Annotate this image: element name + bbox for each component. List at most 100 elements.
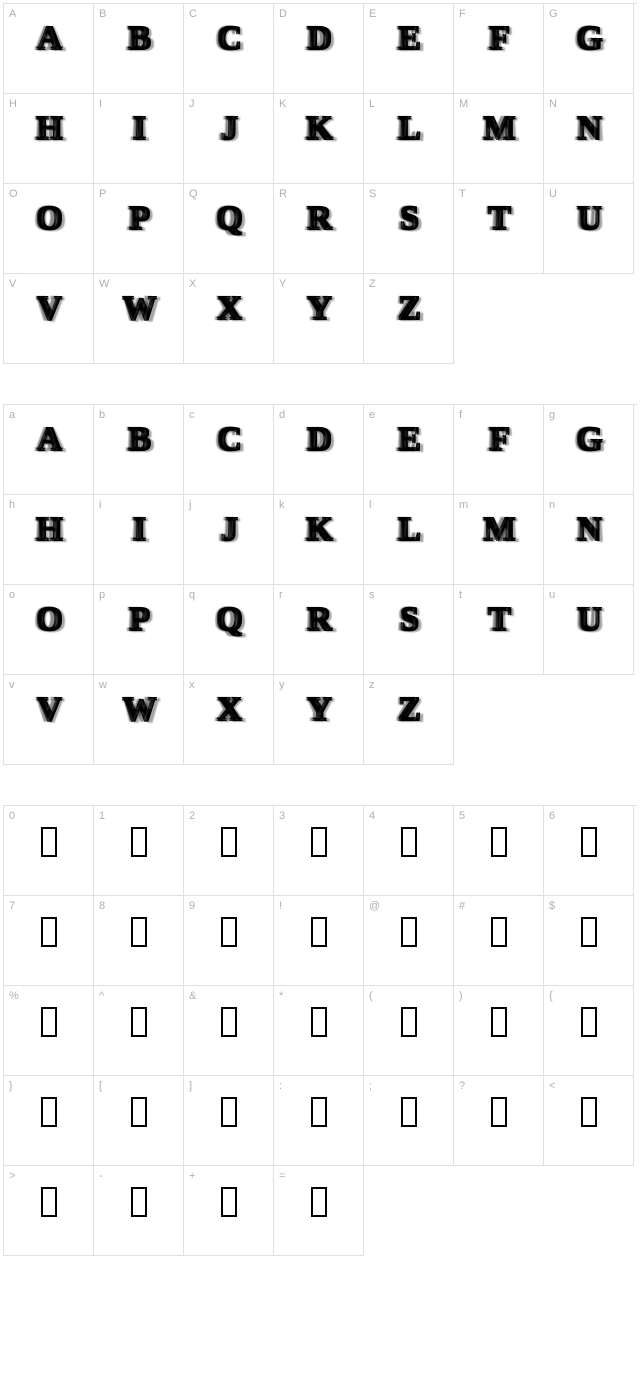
glyph-cell[interactable]: nN xyxy=(544,495,634,585)
glyph-cell[interactable]: = xyxy=(274,1166,364,1256)
glyph-char: H xyxy=(36,112,60,146)
glyph-cell[interactable]: uU xyxy=(544,585,634,675)
glyph-cell[interactable]: YY xyxy=(274,274,364,364)
glyph-cell[interactable]: 0 xyxy=(4,806,94,896)
glyph-cell[interactable]: QQ xyxy=(184,184,274,274)
glyph-char: T xyxy=(488,603,509,637)
glyph-cell[interactable]: % xyxy=(4,986,94,1076)
glyph-cell[interactable]: mM xyxy=(454,495,544,585)
glyph-cell[interactable]: { xyxy=(544,986,634,1076)
cell-label: { xyxy=(549,990,553,1002)
glyph-cell[interactable]: fF xyxy=(454,405,544,495)
glyph-cell[interactable]: cC xyxy=(184,405,274,495)
glyph-cell[interactable]: OO xyxy=(4,184,94,274)
glyph-cell[interactable]: tT xyxy=(454,585,544,675)
cell-label: R xyxy=(279,188,287,200)
glyph-cell[interactable]: ZZ xyxy=(364,274,454,364)
glyph-char: I xyxy=(133,513,144,547)
glyph-cell[interactable]: wW xyxy=(94,675,184,765)
glyph-cell[interactable]: AA xyxy=(4,4,94,94)
glyph-cell[interactable]: NN xyxy=(544,94,634,184)
glyph-cell[interactable]: TT xyxy=(454,184,544,274)
glyph-cell[interactable]: # xyxy=(454,896,544,986)
cell-label: 1 xyxy=(99,810,105,822)
glyph-cell[interactable]: pP xyxy=(94,585,184,675)
glyph-cell[interactable]: $ xyxy=(544,896,634,986)
glyph-cell[interactable]: : xyxy=(274,1076,364,1166)
glyph-cell[interactable]: 3 xyxy=(274,806,364,896)
glyph-cell[interactable]: zZ xyxy=(364,675,454,765)
glyph-cell[interactable]: < xyxy=(544,1076,634,1166)
glyph-cell[interactable]: CC xyxy=(184,4,274,94)
glyph-cell[interactable]: LL xyxy=(364,94,454,184)
glyph-cell[interactable]: BB xyxy=(94,4,184,94)
glyph-cell[interactable]: eE xyxy=(364,405,454,495)
glyph-cell[interactable]: KK xyxy=(274,94,364,184)
glyph-cell[interactable]: 5 xyxy=(454,806,544,896)
glyph-char: W xyxy=(123,292,155,326)
glyph-cell[interactable]: gG xyxy=(544,405,634,495)
cell-label: m xyxy=(459,499,468,511)
glyph-cell[interactable]: [ xyxy=(94,1076,184,1166)
glyph-cell[interactable]: ( xyxy=(364,986,454,1076)
glyph-cell[interactable]: GG xyxy=(544,4,634,94)
glyph-cell[interactable]: vV xyxy=(4,675,94,765)
glyph-cell[interactable]: FF xyxy=(454,4,544,94)
glyph-cell[interactable]: rR xyxy=(274,585,364,675)
glyph-cell[interactable]: yY xyxy=(274,675,364,765)
cell-label: Q xyxy=(189,188,198,200)
glyph-cell[interactable]: HH xyxy=(4,94,94,184)
glyph-cell[interactable]: 6 xyxy=(544,806,634,896)
glyph-cell[interactable]: kK xyxy=(274,495,364,585)
glyph-cell[interactable]: @ xyxy=(364,896,454,986)
cell-label: l xyxy=(369,499,371,511)
glyph-cell[interactable]: UU xyxy=(544,184,634,274)
glyph-preview xyxy=(94,914,183,964)
glyph-cell[interactable]: hH xyxy=(4,495,94,585)
glyph-cell[interactable]: ! xyxy=(274,896,364,986)
glyph-cell[interactable]: bB xyxy=(94,405,184,495)
glyph-cell[interactable]: WW xyxy=(94,274,184,364)
glyph-char: Y xyxy=(307,292,330,326)
glyph-cell[interactable]: ? xyxy=(454,1076,544,1166)
glyph-cell[interactable]: & xyxy=(184,986,274,1076)
glyph-preview xyxy=(274,1184,363,1234)
glyph-cell[interactable]: 4 xyxy=(364,806,454,896)
glyph-cell[interactable]: jJ xyxy=(184,495,274,585)
glyph-cell[interactable]: xX xyxy=(184,675,274,765)
glyph-cell[interactable]: + xyxy=(184,1166,274,1256)
cell-label: x xyxy=(189,679,195,691)
glyph-cell[interactable]: } xyxy=(4,1076,94,1166)
glyph-cell[interactable]: DD xyxy=(274,4,364,94)
glyph-cell[interactable]: ] xyxy=(184,1076,274,1166)
glyph-cell[interactable]: sS xyxy=(364,585,454,675)
glyph-cell[interactable]: dD xyxy=(274,405,364,495)
glyph-cell[interactable]: iI xyxy=(94,495,184,585)
glyph-cell[interactable]: RR xyxy=(274,184,364,274)
glyph-cell[interactable]: > xyxy=(4,1166,94,1256)
glyph-preview: F xyxy=(454,22,543,72)
glyph-cell[interactable]: ) xyxy=(454,986,544,1076)
glyph-cell[interactable]: 7 xyxy=(4,896,94,986)
glyph-cell[interactable]: - xyxy=(94,1166,184,1256)
glyph-cell[interactable]: JJ xyxy=(184,94,274,184)
glyph-cell[interactable]: 8 xyxy=(94,896,184,986)
glyph-cell[interactable]: EE xyxy=(364,4,454,94)
missing-glyph-icon xyxy=(221,1007,237,1037)
glyph-cell[interactable]: ^ xyxy=(94,986,184,1076)
glyph-cell[interactable]: XX xyxy=(184,274,274,364)
glyph-cell[interactable]: oO xyxy=(4,585,94,675)
glyph-cell[interactable]: aA xyxy=(4,405,94,495)
glyph-cell[interactable]: qQ xyxy=(184,585,274,675)
glyph-cell[interactable]: PP xyxy=(94,184,184,274)
glyph-cell[interactable]: 9 xyxy=(184,896,274,986)
glyph-cell[interactable]: MM xyxy=(454,94,544,184)
glyph-cell[interactable]: II xyxy=(94,94,184,184)
glyph-cell[interactable]: ; xyxy=(364,1076,454,1166)
glyph-cell[interactable]: lL xyxy=(364,495,454,585)
glyph-cell[interactable]: 2 xyxy=(184,806,274,896)
glyph-cell[interactable]: SS xyxy=(364,184,454,274)
glyph-cell[interactable]: * xyxy=(274,986,364,1076)
glyph-cell[interactable]: 1 xyxy=(94,806,184,896)
glyph-cell[interactable]: VV xyxy=(4,274,94,364)
